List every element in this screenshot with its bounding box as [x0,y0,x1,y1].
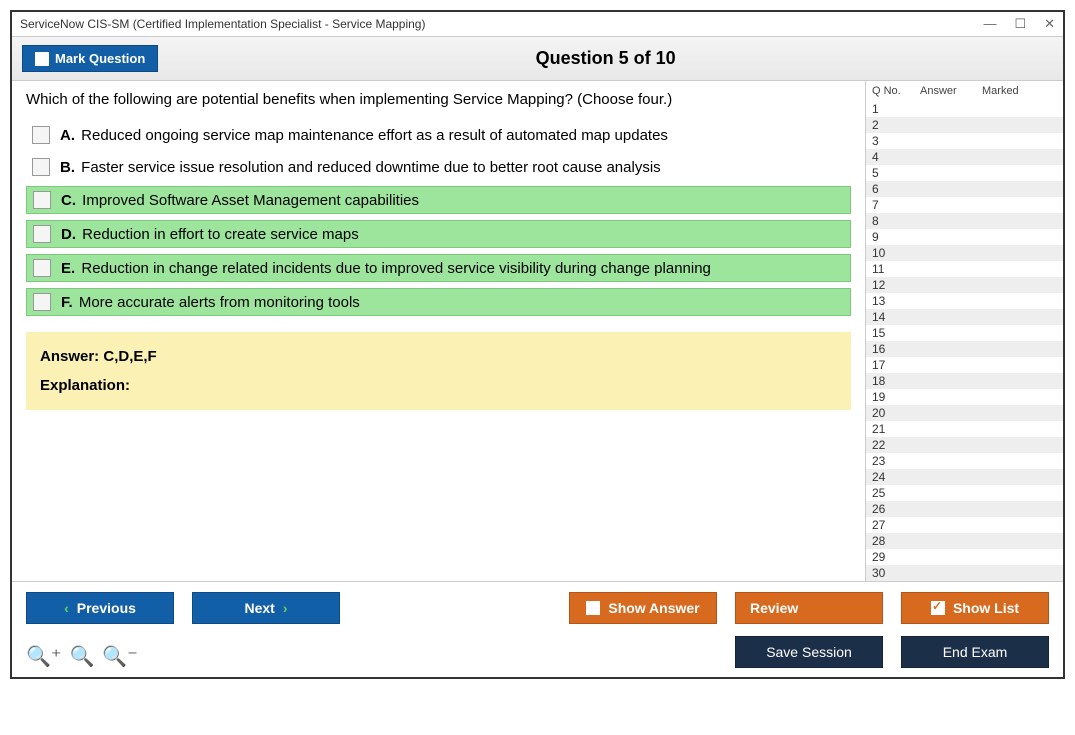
qlist-row[interactable]: 30 [866,565,1063,581]
option-F[interactable]: F. More accurate alerts from monitoring … [26,288,851,316]
qlist-row[interactable]: 12 [866,277,1063,293]
checkbox-icon [33,225,51,243]
qlist-row[interactable]: 7 [866,197,1063,213]
mark-checkbox-icon [35,52,49,66]
qlist-row[interactable]: 20 [866,405,1063,421]
qlist-row[interactable]: 2 [866,117,1063,133]
window-controls: — ☐ ✕ [983,16,1055,32]
qlist-row[interactable]: 23 [866,453,1063,469]
qlist-row[interactable]: 29 [866,549,1063,565]
show-answer-checkbox-icon [586,601,600,615]
show-list-button[interactable]: Show List [901,592,1049,624]
sidebar-rows[interactable]: 1234567891011121314151617181920212223242… [866,101,1063,581]
title-bar: ServiceNow CIS-SM (Certified Implementat… [12,12,1063,37]
qlist-row[interactable]: 15 [866,325,1063,341]
maximize-icon[interactable]: ☐ [1014,16,1026,32]
zoom-controls: 🔍⁺ 🔍 🔍⁻ [26,644,138,669]
header-bar: Mark Question Question 5 of 10 [12,37,1063,81]
bottom-bar: ‹ Previous Next › Show Answer Review Sho… [12,581,1063,677]
body: Which of the following are potential ben… [12,81,1063,581]
review-button[interactable]: Review [735,592,883,624]
options-list: A. Reduced ongoing service map maintenan… [26,122,851,316]
qlist-row[interactable]: 9 [866,229,1063,245]
button-row-2: 🔍⁺ 🔍 🔍⁻ Save Session End Exam [26,634,1049,669]
checkbox-icon [33,191,51,209]
close-icon[interactable]: ✕ [1044,16,1055,32]
col-qno: Q No. [872,85,920,97]
qlist-row[interactable]: 18 [866,373,1063,389]
qlist-row[interactable]: 11 [866,261,1063,277]
option-B[interactable]: B. Faster service issue resolution and r… [26,154,851,180]
question-text: Which of the following are potential ben… [26,91,851,108]
checkbox-icon [33,259,51,277]
option-C[interactable]: C. Improved Software Asset Management ca… [26,186,851,214]
answer-box: Answer: C,D,E,F Explanation: [26,332,851,410]
mark-label: Mark Question [55,51,145,66]
checkbox-icon [32,158,50,176]
show-list-checkbox-icon [931,601,945,615]
qlist-row[interactable]: 10 [866,245,1063,261]
qlist-row[interactable]: 19 [866,389,1063,405]
qlist-row[interactable]: 25 [866,485,1063,501]
qlist-row[interactable]: 6 [866,181,1063,197]
qlist-row[interactable]: 28 [866,533,1063,549]
qlist-row[interactable]: 5 [866,165,1063,181]
zoom-reset-icon[interactable]: 🔍 [69,644,94,669]
next-button[interactable]: Next › [192,592,340,624]
end-exam-button[interactable]: End Exam [901,636,1049,668]
qlist-row[interactable]: 24 [866,469,1063,485]
col-answer: Answer [920,85,982,97]
qlist-row[interactable]: 22 [866,437,1063,453]
previous-button[interactable]: ‹ Previous [26,592,174,624]
col-marked: Marked [982,85,1057,97]
chevron-left-icon: ‹ [64,600,69,616]
main-panel: Which of the following are potential ben… [12,81,865,581]
qlist-row[interactable]: 1 [866,101,1063,117]
qlist-row[interactable]: 17 [866,357,1063,373]
explanation-label: Explanation: [40,377,837,394]
checkbox-icon [33,293,51,311]
mark-question-button[interactable]: Mark Question [22,45,158,72]
show-answer-button[interactable]: Show Answer [569,592,717,624]
window-title: ServiceNow CIS-SM (Certified Implementat… [20,17,425,31]
button-row-1: ‹ Previous Next › Show Answer Review Sho… [26,592,1049,624]
checkbox-icon [32,126,50,144]
option-D[interactable]: D. Reduction in effort to create service… [26,220,851,248]
minimize-icon[interactable]: — [983,16,996,32]
question-counter: Question 5 of 10 [158,48,1053,69]
question-list-sidebar: Q No. Answer Marked 12345678910111213141… [865,81,1063,581]
qlist-row[interactable]: 8 [866,213,1063,229]
zoom-in-icon[interactable]: 🔍⁺ [26,644,61,669]
app-window: ServiceNow CIS-SM (Certified Implementat… [10,10,1065,679]
chevron-right-icon: › [283,600,288,616]
save-session-button[interactable]: Save Session [735,636,883,668]
option-E[interactable]: E. Reduction in change related incidents… [26,254,851,282]
zoom-out-icon[interactable]: 🔍⁻ [102,644,137,669]
qlist-row[interactable]: 26 [866,501,1063,517]
qlist-row[interactable]: 13 [866,293,1063,309]
qlist-row[interactable]: 3 [866,133,1063,149]
qlist-row[interactable]: 21 [866,421,1063,437]
qlist-row[interactable]: 4 [866,149,1063,165]
answer-line: Answer: C,D,E,F [40,348,837,365]
qlist-row[interactable]: 16 [866,341,1063,357]
qlist-row[interactable]: 14 [866,309,1063,325]
option-A[interactable]: A. Reduced ongoing service map maintenan… [26,122,851,148]
qlist-row[interactable]: 27 [866,517,1063,533]
sidebar-header: Q No. Answer Marked [866,81,1063,101]
